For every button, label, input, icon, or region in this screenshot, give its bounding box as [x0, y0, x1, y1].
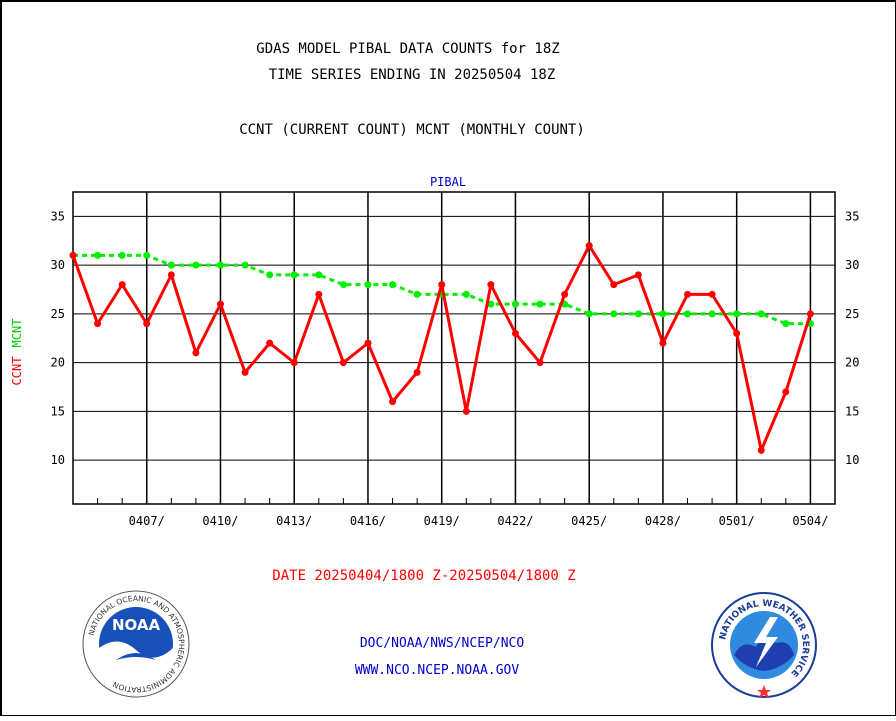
- noaa-logo-text: NOAA: [112, 616, 161, 634]
- ccnt-point: [708, 290, 716, 298]
- x-tick-label: 0413/: [276, 514, 312, 528]
- mcnt-point: [708, 310, 716, 318]
- ccnt-point: [241, 368, 249, 376]
- mcnt-point: [290, 271, 298, 279]
- panel-title: PIBAL: [430, 175, 466, 189]
- series-ccnt: [69, 242, 814, 454]
- mcnt-point: [389, 281, 397, 289]
- ccnt-point: [438, 281, 446, 289]
- ccnt-point: [659, 339, 667, 347]
- ccnt-point: [487, 281, 495, 289]
- ccnt-point: [364, 339, 372, 347]
- x-tick-label: 0407/: [129, 514, 165, 528]
- mcnt-point: [339, 281, 347, 289]
- x-tick-label: 0428/: [645, 514, 681, 528]
- x-tick-label: 0425/: [571, 514, 607, 528]
- doc-link[interactable]: DOC/NOAA/NWS/NCEP/NCO: [360, 636, 525, 651]
- ccnt-point: [511, 329, 519, 337]
- ccnt-point: [339, 359, 347, 367]
- x-tick-label: 0504/: [792, 514, 828, 528]
- ccnt-point: [290, 359, 298, 367]
- mcnt-point: [241, 261, 249, 269]
- ccnt-point: [192, 349, 200, 357]
- y-tick-label-left: 25: [51, 307, 65, 321]
- mcnt-point: [659, 310, 667, 318]
- ccnt-point: [610, 281, 618, 289]
- mcnt-point: [610, 310, 618, 318]
- ccnt-point: [389, 398, 397, 406]
- y-tick-label-left: 15: [51, 404, 65, 418]
- ccnt-point: [634, 271, 642, 279]
- ccnt-point: [757, 446, 765, 454]
- mcnt-point: [266, 271, 274, 279]
- ccnt-point: [143, 320, 151, 328]
- chart-subtitle: CCNT (CURRENT COUNT) MCNT (MONTHLY COUNT…: [239, 122, 585, 138]
- y-tick-label-right: 35: [845, 209, 859, 223]
- y-axis-label-mcnt: MCNT: [10, 319, 24, 348]
- mcnt-point: [634, 310, 642, 318]
- ccnt-point: [684, 290, 692, 298]
- nws-logo: NATIONAL WEATHER SERVICE: [711, 592, 817, 698]
- mcnt-point: [413, 290, 421, 298]
- mcnt-point: [192, 261, 200, 269]
- y-tick-labels-right: 10 15 20 25 30 35: [845, 209, 859, 467]
- y-tick-label-left: 10: [51, 453, 65, 467]
- y-tick-label-left: 35: [51, 209, 65, 223]
- ccnt-point: [167, 271, 175, 279]
- ccnt-point: [733, 329, 741, 337]
- mcnt-point: [536, 300, 544, 308]
- mcnt-point: [167, 261, 175, 269]
- date-range-label: DATE 20250404/1800 Z-20250504/1800 Z: [272, 568, 575, 584]
- y-tick-label-right: 15: [845, 404, 859, 418]
- mcnt-point: [315, 271, 323, 279]
- ccnt-point: [585, 242, 593, 250]
- ccnt-point: [561, 290, 569, 298]
- ccnt-point: [462, 407, 470, 415]
- x-tick-label: 0410/: [202, 514, 238, 528]
- y-tick-label-right: 30: [845, 258, 859, 272]
- chart-title-line2: TIME SERIES ENDING IN 20250504 18Z: [269, 67, 556, 83]
- mcnt-point: [462, 290, 470, 298]
- grid-lines: [72, 192, 836, 504]
- mcnt-point: [487, 300, 495, 308]
- mcnt-point: [757, 310, 765, 318]
- x-tick-label: 0501/: [719, 514, 755, 528]
- x-tick-labels: 0407/0410/0413/0416/0419/0422/0425/0428/…: [129, 514, 829, 528]
- x-tick-label: 0422/: [497, 514, 533, 528]
- y-tick-label-right: 25: [845, 307, 859, 321]
- ccnt-point: [413, 368, 421, 376]
- ccnt-point: [216, 300, 224, 308]
- mcnt-point: [684, 310, 692, 318]
- mcnt-point: [118, 251, 126, 259]
- mcnt-point: [216, 261, 224, 269]
- y-tick-label-left: 30: [51, 258, 65, 272]
- y-tick-label-left: 20: [51, 356, 65, 370]
- mcnt-point: [585, 310, 593, 318]
- ccnt-point: [782, 388, 790, 396]
- noaa-logo: NOAA NATIONAL OCEANIC AND ATMOSPHERIC AD…: [82, 590, 190, 698]
- website-link[interactable]: WWW.NCO.NCEP.NOAA.GOV: [355, 663, 520, 678]
- ccnt-point: [69, 251, 77, 259]
- y-tick-label-right: 20: [845, 356, 859, 370]
- mcnt-point: [733, 310, 741, 318]
- ccnt-point: [266, 339, 274, 347]
- x-tick-label: 0416/: [350, 514, 386, 528]
- ccnt-point: [806, 310, 814, 318]
- mcnt-point: [782, 320, 790, 328]
- ccnt-point: [94, 320, 102, 328]
- y-tick-label-right: 10: [845, 453, 859, 467]
- mcnt-point: [364, 281, 372, 289]
- mcnt-point: [143, 251, 151, 259]
- y-axis-label-ccnt: CCNT: [10, 357, 24, 386]
- mcnt-point: [511, 300, 519, 308]
- ccnt-point: [118, 281, 126, 289]
- x-tick-label: 0419/: [424, 514, 460, 528]
- y-tick-labels-left: 10 15 20 25 30 35: [51, 209, 65, 467]
- ccnt-point: [536, 359, 544, 367]
- chart-title-line1: GDAS MODEL PIBAL DATA COUNTS for 18Z: [256, 41, 559, 57]
- ccnt-point: [315, 290, 323, 298]
- mcnt-point: [94, 251, 102, 259]
